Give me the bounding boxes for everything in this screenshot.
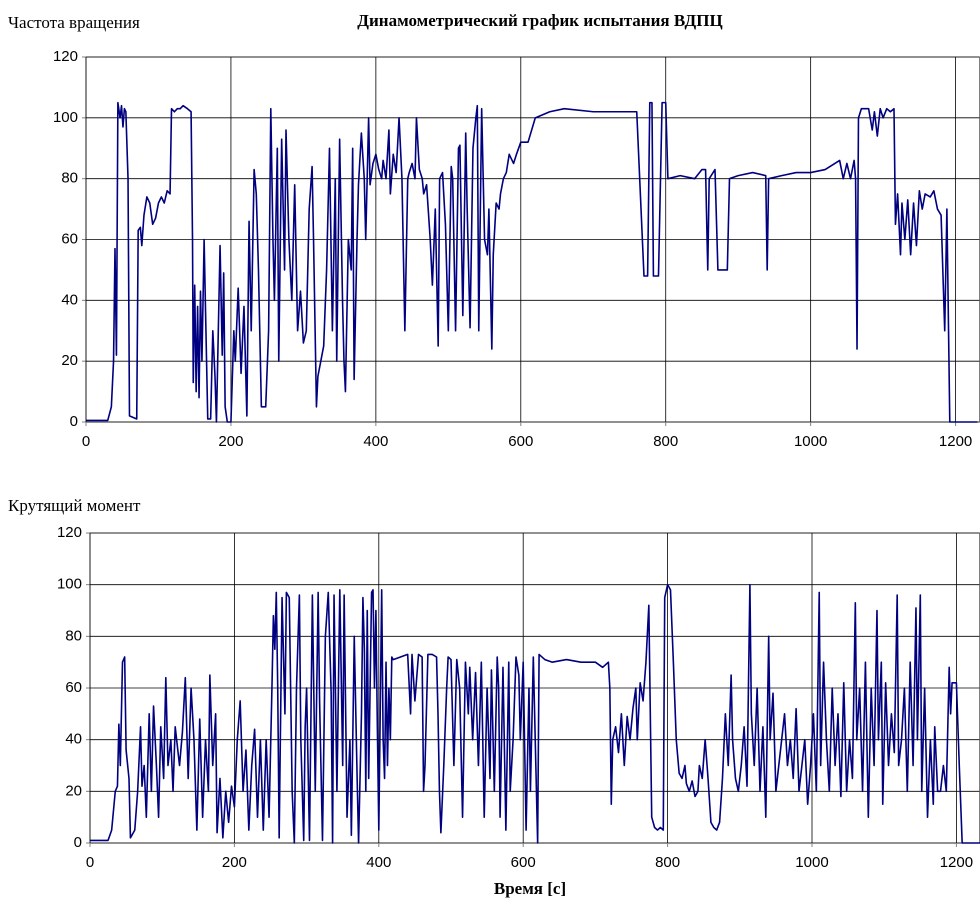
- y-tick-label: 40: [65, 731, 82, 748]
- y-tick-label: 120: [57, 524, 82, 541]
- y-tick-label: 40: [61, 291, 78, 308]
- x-tick-label: 400: [366, 854, 391, 871]
- x-tick-label: 1000: [795, 854, 828, 871]
- x-tick-label: 800: [653, 433, 678, 450]
- x-tick-label: 400: [363, 433, 388, 450]
- y-tick-label: 0: [70, 413, 78, 430]
- y-axis-title: Крутящий момент: [8, 496, 141, 515]
- x-tick-label: 800: [655, 854, 680, 871]
- data-line: [90, 583, 980, 844]
- y-axis-title: Частота вращения: [8, 13, 140, 32]
- y-tick-label: 80: [65, 627, 82, 644]
- x-axis-title: Время [с]: [494, 879, 566, 898]
- y-tick-label: 60: [65, 679, 82, 696]
- x-tick-label: 1000: [794, 433, 827, 450]
- y-tick-label: 120: [53, 48, 78, 65]
- x-tick-label: 200: [222, 854, 247, 871]
- x-tick-label: 1200: [939, 433, 972, 450]
- y-tick-label: 20: [61, 352, 78, 369]
- x-tick-label: 0: [86, 854, 94, 871]
- y-tick-label: 80: [61, 170, 78, 187]
- y-tick-label: 100: [53, 109, 78, 126]
- x-tick-label: 1200: [940, 854, 973, 871]
- chart-title: Динамометрический график испытания ВДПЦ: [357, 11, 722, 30]
- x-tick-label: 600: [511, 854, 536, 871]
- x-tick-label: 600: [508, 433, 533, 450]
- y-tick-label: 100: [57, 576, 82, 593]
- y-tick-label: 20: [65, 782, 82, 799]
- y-tick-label: 0: [74, 834, 82, 851]
- x-tick-label: 200: [218, 433, 243, 450]
- x-tick-label: 0: [82, 433, 90, 450]
- y-tick-label: 60: [61, 230, 78, 247]
- data-line: [86, 101, 978, 423]
